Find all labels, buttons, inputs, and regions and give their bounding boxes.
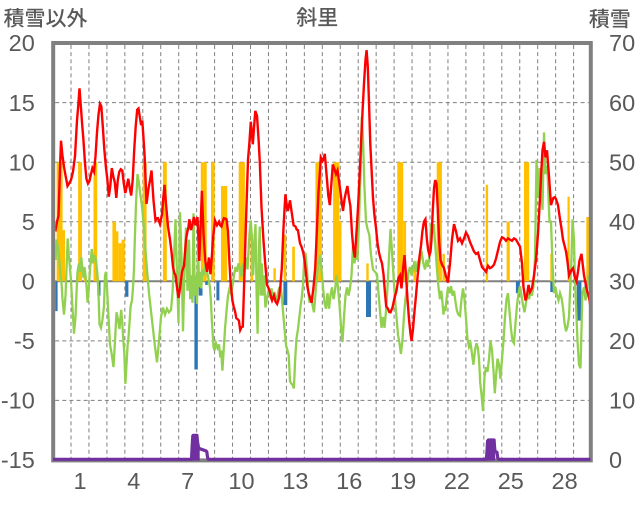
svg-text:40: 40 (609, 209, 635, 235)
svg-text:15: 15 (9, 90, 35, 116)
svg-text:-5: -5 (14, 328, 35, 354)
svg-text:16: 16 (336, 468, 362, 494)
svg-text:28: 28 (552, 468, 578, 494)
svg-text:-15: -15 (1, 447, 35, 473)
svg-text:0: 0 (609, 447, 622, 473)
svg-text:20: 20 (609, 328, 635, 354)
svg-text:19: 19 (390, 468, 416, 494)
svg-text:10: 10 (9, 149, 35, 175)
svg-text:10: 10 (228, 468, 254, 494)
svg-text:-10: -10 (1, 388, 35, 414)
svg-text:4: 4 (127, 468, 140, 494)
svg-text:30: 30 (609, 269, 635, 295)
svg-text:20: 20 (9, 30, 35, 56)
svg-text:0: 0 (22, 269, 35, 295)
svg-text:22: 22 (444, 468, 470, 494)
svg-text:50: 50 (609, 149, 635, 175)
svg-text:1: 1 (73, 468, 86, 494)
svg-text:13: 13 (282, 468, 308, 494)
svg-text:7: 7 (181, 468, 194, 494)
svg-text:70: 70 (609, 30, 635, 56)
svg-text:5: 5 (22, 209, 35, 235)
svg-text:10: 10 (609, 388, 635, 414)
svg-text:60: 60 (609, 90, 635, 116)
svg-text:25: 25 (498, 468, 524, 494)
